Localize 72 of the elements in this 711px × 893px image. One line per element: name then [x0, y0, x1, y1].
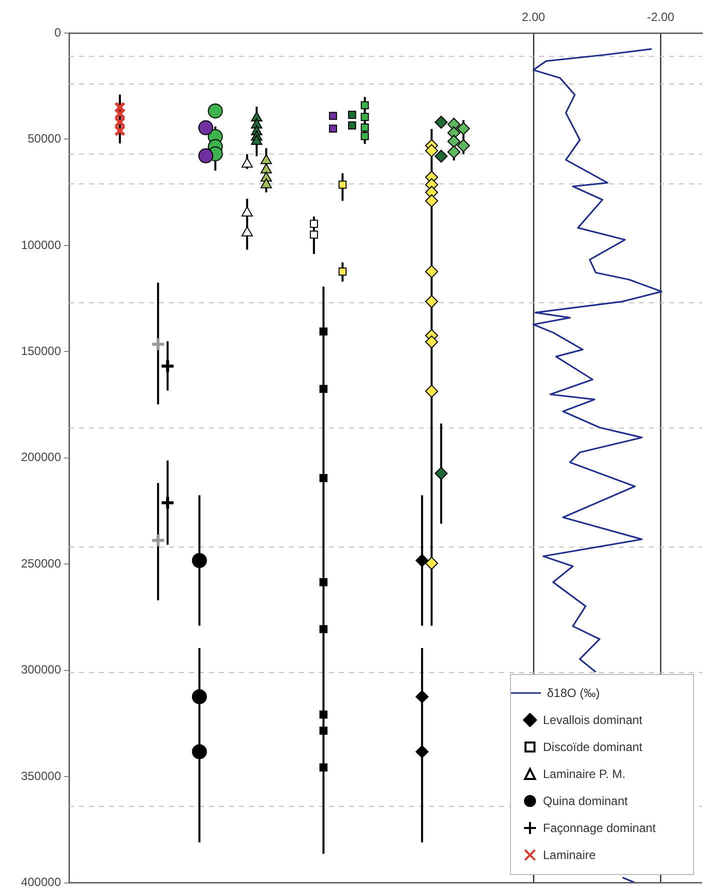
- point: [434, 150, 448, 163]
- y-tick-label: 350000: [20, 768, 62, 783]
- point: [456, 122, 470, 136]
- point: [260, 178, 272, 188]
- point: [160, 495, 176, 510]
- y-tick-label: 300000: [20, 662, 62, 677]
- point: [425, 384, 438, 398]
- legend-label: Quina dominant: [543, 794, 628, 808]
- point: [360, 101, 369, 110]
- y-tick-label: 200000: [20, 450, 62, 464]
- legend-label: Laminaire P. M.: [543, 767, 626, 782]
- point: [198, 148, 214, 164]
- y-tick-label: 250000: [20, 556, 62, 570]
- point: [319, 474, 328, 482]
- point: [434, 466, 448, 480]
- point: [192, 744, 207, 760]
- point: [150, 336, 166, 352]
- point: [250, 134, 262, 145]
- point: [338, 180, 347, 189]
- x-tick-label: 2.00: [522, 10, 546, 24]
- point: [241, 226, 253, 236]
- point: [310, 230, 318, 239]
- point: [150, 532, 166, 548]
- point: [425, 144, 438, 158]
- x-tick-label: -2.00: [646, 10, 675, 24]
- y-tick-label: 0: [54, 25, 62, 40]
- point: [319, 578, 328, 586]
- point: [416, 690, 429, 704]
- legend-label: Levallois dominant: [543, 713, 642, 728]
- point: [319, 763, 328, 772]
- point: [260, 163, 272, 174]
- point: [319, 327, 328, 336]
- point: [192, 553, 207, 568]
- point: [310, 220, 318, 228]
- legend-label: Façonnage dominant: [543, 821, 656, 836]
- point: [416, 745, 429, 758]
- point: [425, 556, 438, 570]
- point: [338, 268, 347, 276]
- point: [348, 121, 356, 130]
- point: [425, 265, 438, 278]
- point: [416, 554, 429, 568]
- point: [348, 110, 356, 119]
- point: [319, 726, 328, 735]
- point: [328, 124, 338, 133]
- y-tick-label: 400000: [20, 875, 62, 890]
- point: [208, 103, 223, 118]
- legend-label: Discoïde dominant: [543, 740, 642, 754]
- point: [319, 384, 328, 393]
- point: [447, 145, 460, 158]
- legend-label: δ18O (‰): [547, 686, 600, 700]
- y-tick-label: 100000: [20, 238, 62, 252]
- y-tick-label: 150000: [20, 344, 62, 358]
- point: [434, 116, 448, 129]
- point: [160, 358, 176, 374]
- point: [198, 120, 214, 136]
- point: [328, 112, 338, 120]
- y-tick-label: 50000: [28, 132, 62, 146]
- point: [456, 139, 470, 152]
- point: [425, 335, 438, 348]
- point: [241, 158, 253, 168]
- point: [319, 625, 328, 634]
- point: [192, 689, 207, 704]
- point: [360, 124, 369, 132]
- point: [319, 710, 328, 719]
- point: [425, 295, 438, 308]
- legend-label: Laminaire: [543, 848, 596, 862]
- point: [425, 194, 438, 208]
- point: [360, 132, 369, 140]
- point: [241, 206, 253, 216]
- point: [260, 154, 272, 164]
- point: [447, 134, 460, 148]
- point: [360, 112, 369, 121]
